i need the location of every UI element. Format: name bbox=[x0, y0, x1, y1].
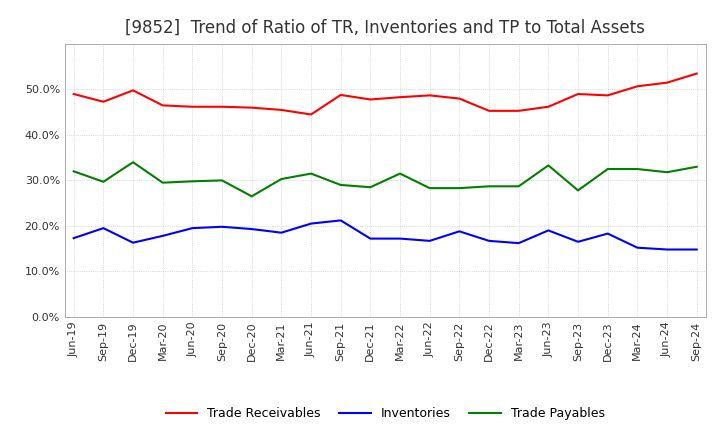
Inventories bbox=[248, 227, 256, 232]
Inventories bbox=[277, 230, 286, 235]
Line: Trade Receivables: Trade Receivables bbox=[73, 73, 697, 114]
Trade Receivables bbox=[662, 80, 671, 85]
Trade Payables bbox=[485, 183, 493, 189]
Trade Receivables bbox=[514, 108, 523, 114]
Trade Payables bbox=[99, 179, 108, 184]
Inventories bbox=[426, 238, 434, 243]
Inventories bbox=[129, 240, 138, 246]
Trade Receivables bbox=[188, 104, 197, 110]
Trade Payables bbox=[188, 179, 197, 184]
Inventories bbox=[217, 224, 226, 229]
Trade Payables bbox=[514, 183, 523, 189]
Trade Payables bbox=[307, 171, 315, 176]
Trade Payables bbox=[693, 164, 701, 169]
Trade Receivables bbox=[69, 92, 78, 97]
Trade Payables bbox=[129, 160, 138, 165]
Trade Receivables bbox=[307, 112, 315, 117]
Trade Receivables bbox=[129, 88, 138, 93]
Legend: Trade Receivables, Inventories, Trade Payables: Trade Receivables, Inventories, Trade Pa… bbox=[161, 402, 610, 425]
Trade Receivables bbox=[99, 99, 108, 104]
Line: Inventories: Inventories bbox=[73, 220, 697, 249]
Trade Payables bbox=[158, 180, 167, 185]
Trade Receivables bbox=[158, 103, 167, 108]
Trade Payables bbox=[217, 178, 226, 183]
Trade Receivables bbox=[217, 104, 226, 110]
Line: Trade Payables: Trade Payables bbox=[73, 162, 697, 196]
Trade Receivables bbox=[485, 108, 493, 114]
Trade Payables bbox=[574, 188, 582, 193]
Trade Receivables bbox=[366, 97, 374, 102]
Trade Payables bbox=[544, 163, 553, 168]
Trade Receivables bbox=[426, 93, 434, 98]
Inventories bbox=[158, 233, 167, 238]
Trade Payables bbox=[248, 194, 256, 199]
Inventories bbox=[603, 231, 612, 236]
Inventories bbox=[188, 225, 197, 231]
Trade Payables bbox=[277, 176, 286, 182]
Inventories bbox=[693, 247, 701, 252]
Inventories bbox=[366, 236, 374, 241]
Inventories bbox=[307, 221, 315, 226]
Trade Receivables bbox=[603, 93, 612, 98]
Inventories bbox=[336, 218, 345, 223]
Inventories bbox=[485, 238, 493, 243]
Trade Payables bbox=[69, 169, 78, 174]
Trade Payables bbox=[426, 186, 434, 191]
Title: [9852]  Trend of Ratio of TR, Inventories and TP to Total Assets: [9852] Trend of Ratio of TR, Inventories… bbox=[125, 19, 645, 37]
Trade Payables bbox=[336, 182, 345, 187]
Inventories bbox=[544, 228, 553, 233]
Trade Receivables bbox=[336, 92, 345, 98]
Trade Payables bbox=[366, 185, 374, 190]
Trade Receivables bbox=[574, 92, 582, 97]
Trade Receivables bbox=[693, 71, 701, 76]
Trade Payables bbox=[396, 171, 405, 176]
Trade Receivables bbox=[633, 84, 642, 89]
Trade Payables bbox=[662, 169, 671, 175]
Inventories bbox=[99, 225, 108, 231]
Trade Receivables bbox=[396, 95, 405, 100]
Inventories bbox=[455, 229, 464, 234]
Trade Receivables bbox=[277, 107, 286, 113]
Trade Receivables bbox=[248, 105, 256, 110]
Trade Receivables bbox=[544, 104, 553, 110]
Trade Payables bbox=[633, 166, 642, 172]
Inventories bbox=[662, 247, 671, 252]
Inventories bbox=[396, 236, 405, 241]
Trade Payables bbox=[603, 166, 612, 172]
Inventories bbox=[69, 235, 78, 241]
Trade Payables bbox=[455, 186, 464, 191]
Trade Receivables bbox=[455, 96, 464, 101]
Inventories bbox=[574, 239, 582, 244]
Inventories bbox=[514, 241, 523, 246]
Inventories bbox=[633, 245, 642, 250]
